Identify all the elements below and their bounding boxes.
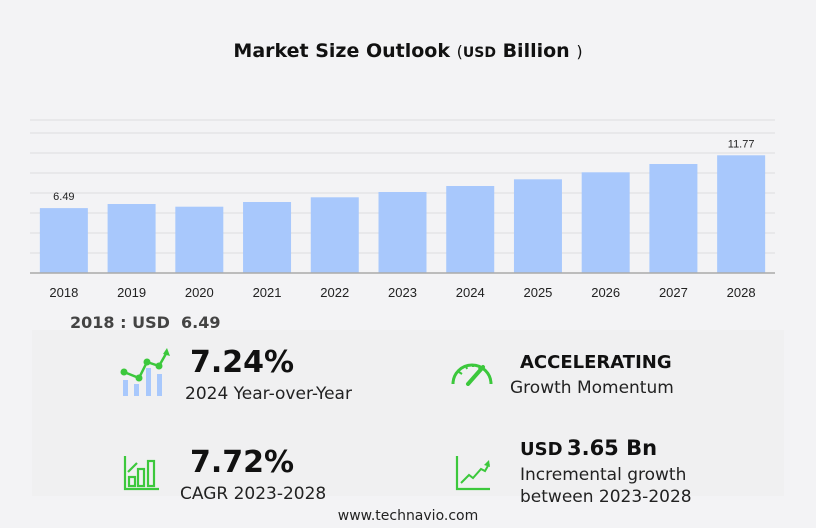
title-unit2: Billion — [502, 40, 570, 62]
x-tick-label: 2018 — [49, 285, 78, 300]
footer-url: www.technavio.com — [337, 508, 479, 524]
incremental-value: USD 3.65 Bn — [520, 436, 657, 460]
x-tick-label: 2021 — [253, 285, 282, 300]
bar-2021 — [243, 202, 292, 273]
x-tick-label: 2020 — [185, 285, 214, 300]
momentum-label: Growth Momentum — [510, 378, 674, 398]
title-unit: USD — [462, 45, 496, 61]
x-tick-label: 2026 — [591, 285, 620, 300]
kpi-panel — [32, 330, 784, 496]
cagr-label: CAGR 2023-2028 — [180, 484, 327, 504]
bar-2025 — [513, 179, 562, 273]
bar-2019 — [107, 204, 156, 273]
bar-2022 — [310, 197, 359, 273]
bar-2028 — [717, 155, 766, 273]
x-tick-label: 2024 — [456, 285, 485, 300]
yoy-value: 7.24% — [190, 345, 295, 380]
data-label: 6.49 — [53, 191, 74, 203]
x-tick-label: 2019 — [117, 285, 146, 300]
incremental-amount: 3.65 Bn — [566, 436, 658, 460]
yoy-label: 2024 Year-over-Year — [185, 384, 352, 404]
bar-chart: 2018 6.49 2019 2020 2021 2022 2023 2024 2025 2026… — [30, 119, 775, 300]
speedometer-icon — [451, 363, 493, 386]
summary-value: 2018 : USD 6.49 — [70, 313, 221, 332]
incremental-label-2: between 2023-2028 — [520, 487, 692, 507]
bar-2024 — [446, 186, 495, 273]
bar-2026 — [581, 172, 630, 273]
bar-2023 — [378, 192, 427, 273]
incremental-prefix: USD — [520, 439, 563, 460]
x-tick-label: 2022 — [320, 285, 349, 300]
title-paren: ( — [456, 42, 463, 61]
bar-2027 — [649, 164, 698, 273]
x-tick-label: 2023 — [388, 285, 417, 300]
chart-title: Market Size Outlook (USD Billion ) — [0, 40, 816, 62]
x-tick-label: 2028 — [727, 285, 756, 300]
growth-chart-icon — [120, 348, 170, 396]
bar-chart-icon — [123, 456, 159, 491]
data-label: 11.77 — [728, 138, 755, 150]
trend-line-icon — [455, 456, 490, 491]
bar-2020 — [175, 206, 224, 273]
cagr-value: 7.72% — [190, 445, 295, 480]
incremental-label-1: Incremental growth — [520, 465, 687, 485]
title-main: Market Size Outlook — [233, 40, 450, 62]
bar-2018 — [39, 208, 88, 273]
title-paren: ) — [576, 42, 583, 61]
x-tick-label: 2027 — [659, 285, 688, 300]
momentum-value: ACCELERATING — [520, 352, 672, 373]
x-tick-label: 2025 — [523, 285, 552, 300]
